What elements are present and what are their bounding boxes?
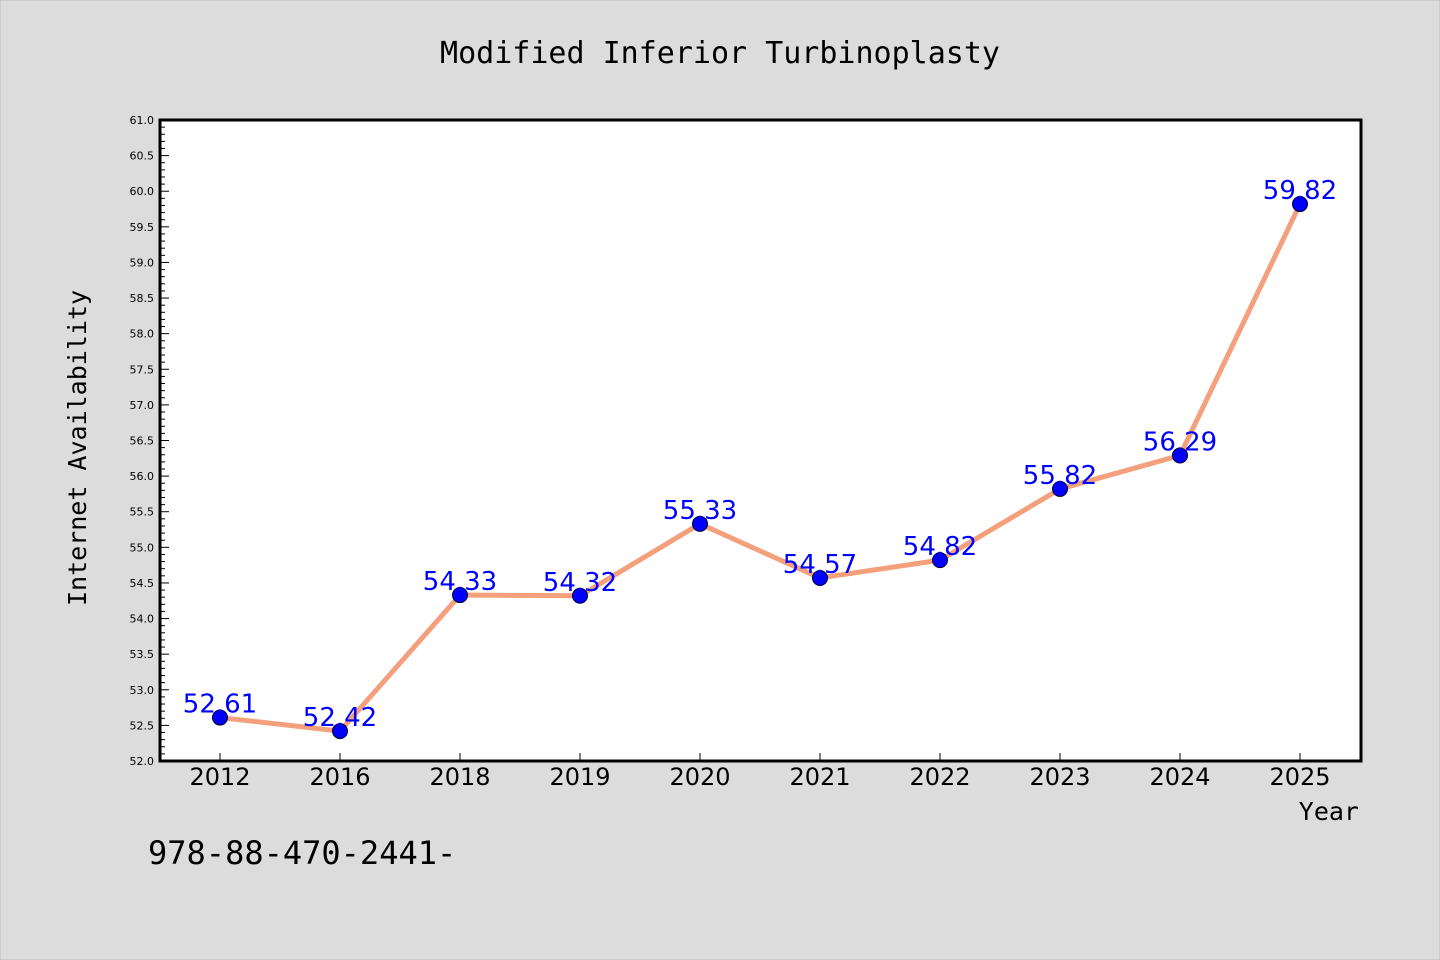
data-label: 56.29 [1143,427,1217,457]
data-label: 52.61 [183,690,257,720]
data-point-marker [332,723,348,740]
data-point-marker [932,552,948,569]
data-point-marker [212,709,228,726]
data-point-marker [812,569,828,586]
data-label: 54.33 [423,567,497,597]
y-tick-label: 55.5 [130,506,155,519]
x-axis-ticks: 2012 2016 2018 2019 2020 2021 2022 2023 2024 2025 [189,753,1331,791]
data-label: 54.32 [543,568,617,598]
y-tick-label: 57.0 [130,399,155,412]
y-tick-label: 52.0 [130,755,155,768]
y-tick-label: 53.5 [130,648,155,661]
y-axis-label: Internet Availability [63,290,92,606]
x-tick-label: 2025 [1269,763,1330,791]
y-tick-label: 60.5 [130,150,155,163]
data-point-marker [692,515,708,532]
series-layer: 52.61 52.42 54.33 54.32 55.33 54.57 54.82 55.82… [183,176,1337,740]
footer-isbn-text: 978-88-470-2441- [148,834,456,872]
x-tick-label: 2019 [549,763,610,791]
data-label: 54.82 [903,532,977,562]
y-tick-label: 59.5 [130,221,155,234]
data-point-marker [452,587,468,604]
x-tick-label: 2020 [669,763,730,791]
series-line [217,201,1303,734]
x-axis-label: Year [1299,797,1359,826]
x-tick-label: 2021 [789,763,850,791]
y-tick-label: 55.0 [130,541,155,554]
y-tick-label: 57.5 [130,363,155,376]
data-point-marker [1172,447,1188,464]
y-tick-label: 59.0 [130,256,155,269]
y-tick-label: 54.5 [130,577,155,590]
y-tick-label: 60.0 [130,185,155,198]
y-axis-ticks: 52.0 52.5 53.0 53.5 54.0 54.5 55.0 55.5 56.0 56.5… [130,114,169,768]
y-tick-label: 52.5 [130,719,155,732]
data-point-marker [1052,480,1068,497]
x-tick-label: 2016 [309,763,370,791]
x-tick-label: 2018 [429,763,490,791]
x-tick-label: 2012 [189,763,250,791]
plot-area [158,118,1363,763]
y-tick-label: 58.5 [130,292,155,305]
chart-title: Modified Inferior Turbinoplasty [440,36,1000,71]
y-tick-label: 58.0 [130,328,155,341]
data-label: 55.33 [663,496,737,526]
y-tick-label: 61.0 [130,114,155,127]
x-tick-label: 2023 [1029,763,1090,791]
data-label: 52.42 [303,703,377,733]
data-label: 54.57 [783,550,857,580]
data-point-marker [572,587,588,604]
y-tick-label: 56.0 [130,470,155,483]
x-tick-label: 2022 [909,763,970,791]
data-point-marker [1292,196,1308,213]
y-tick-label: 56.5 [130,435,155,448]
data-label: 55.82 [1023,461,1097,491]
y-tick-label: 53.0 [130,684,155,697]
x-tick-label: 2024 [1149,763,1210,791]
data-label: 59.82 [1263,176,1337,206]
y-tick-label: 54.0 [130,613,155,626]
